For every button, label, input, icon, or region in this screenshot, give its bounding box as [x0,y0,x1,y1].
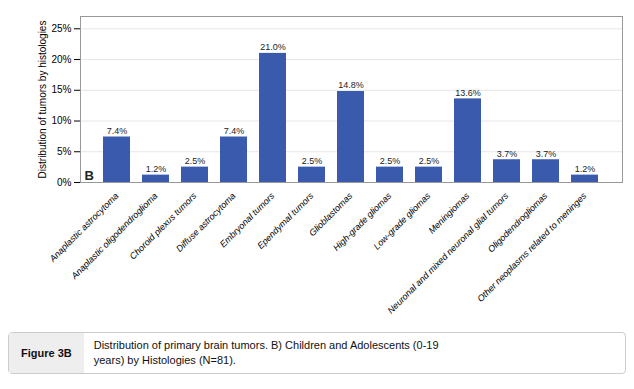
html-text:Distribution of primary brain: Distribution of primary brain tumors. B)… [93,339,439,366]
svg-text:21.0%: 21.0% [260,42,286,52]
svg-text:Glioblastomas: Glioblastomas [307,190,355,239]
html-text:Figure 3B: Figure 3B [21,347,72,359]
svg-text:10%: 10% [51,115,71,126]
svg-text:0%: 0% [57,177,72,188]
svg-text:Choroid plexus tumors: Choroid plexus tumors [128,190,199,261]
svg-text:2.5%: 2.5% [185,156,206,166]
svg-text:14.8%: 14.8% [338,80,364,90]
svg-text:B: B [85,168,94,183]
svg-text:2.5%: 2.5% [380,156,401,166]
svg-text:25%: 25% [51,23,71,34]
svg-text:Ependymal tumors: Ependymal tumors [255,190,315,250]
svg-text:Meningiomas: Meningiomas [426,190,472,236]
svg-text:2.5%: 2.5% [419,156,440,166]
svg-text:20%: 20% [51,54,71,65]
svg-text:13.6%: 13.6% [455,88,481,98]
svg-text:Anaplastic oligodendroglioma: Anaplastic oligodendroglioma [69,190,160,281]
svg-text:1.2%: 1.2% [146,164,167,174]
svg-text:Low-grade gliomas: Low-grade gliomas [372,190,433,251]
svg-text:7.4%: 7.4% [107,126,128,136]
svg-text:3.7%: 3.7% [536,149,557,159]
svg-text:Anaplastic astrocytoma: Anaplastic astrocytoma [47,191,121,265]
svg-text:2.5%: 2.5% [302,156,323,166]
svg-text:3.7%: 3.7% [497,149,518,159]
svg-text:Oligodendrogliomas: Oligodendrogliomas [485,190,550,255]
svg-text:Embryonal tumors: Embryonal tumors [217,190,277,250]
svg-text:High-grade gliomas: High-grade gliomas [331,190,394,253]
svg-text:Other neoplasms related to men: Other neoplasms related to meninges [475,190,589,304]
svg-text:Distribution of tumors by hist: Distribution of tumors by histologies [37,21,48,179]
svg-text:Neuronal and mixed neuronal gl: Neuronal and mixed neuronal glial tumors [385,190,511,316]
svg-text:Diffuse astrocytoma: Diffuse astrocytoma [174,190,238,254]
svg-text:1.2%: 1.2% [575,164,596,174]
svg-text:15%: 15% [51,84,71,95]
svg-text:7.4%: 7.4% [224,126,245,136]
svg-text:5%: 5% [57,146,72,157]
